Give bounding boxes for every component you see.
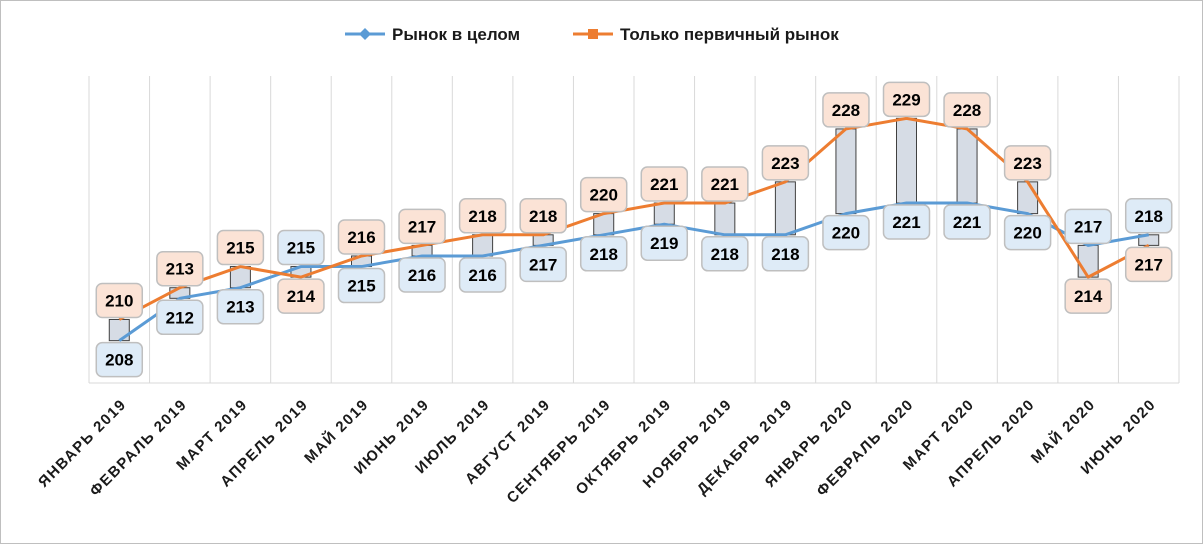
legend-label-1: Рынок в целом <box>392 25 520 44</box>
series-line-2 <box>118 116 1150 321</box>
data-label-series-2: 214 <box>287 287 316 306</box>
data-label-box-series-1 <box>519 246 567 283</box>
data-label-series-1: 215 <box>347 277 375 296</box>
updown-bar <box>835 128 857 215</box>
data-label-box-series-2 <box>519 198 567 234</box>
legend-marker-square <box>588 29 598 39</box>
data-label-box-series-2 <box>1064 278 1112 314</box>
data-label-box-series-1 <box>458 257 507 293</box>
data-label-series-2: 218 <box>529 207 557 226</box>
data-label-box-series-2 <box>761 145 810 181</box>
data-label-series-1: 219 <box>650 234 678 253</box>
data-label-series-1: 215 <box>287 239 315 258</box>
data-label-box-series-2 <box>1124 246 1173 283</box>
data-labels: 208 210 212 213 213 215 215 214 215 216 216 217 216 2… <box>95 81 1173 378</box>
data-label-series-2: 216 <box>347 228 375 247</box>
data-label-series-1: 218 <box>590 245 618 264</box>
data-label-box-series-1 <box>95 341 144 378</box>
data-label-series-1: 221 <box>892 213 920 232</box>
data-label-series-2: 229 <box>892 90 920 109</box>
data-label-box-series-1 <box>822 214 870 251</box>
updown-bars <box>108 117 1160 342</box>
data-label-box-series-2 <box>579 176 628 213</box>
data-label-series-1: 220 <box>832 224 860 243</box>
data-label-box-series-1 <box>216 288 265 325</box>
data-label-series-2: 210 <box>105 291 133 310</box>
data-label-box-series-2 <box>882 81 931 118</box>
data-label-series-1: 218 <box>711 245 739 264</box>
data-label-series-2: 228 <box>953 101 981 120</box>
updown-bar <box>714 202 736 236</box>
x-tick-label: СЕНТЯБРЬ 2019 <box>504 396 615 507</box>
updown-bar <box>896 117 917 204</box>
data-label-box-series-1 <box>337 267 386 304</box>
data-label-box-series-1 <box>156 299 204 336</box>
data-label-box-series-1 <box>277 229 325 266</box>
data-label-series-2: 217 <box>408 217 436 236</box>
updown-bar <box>653 202 675 225</box>
data-label-series-2: 218 <box>468 207 496 226</box>
legend-label-2: Только первичный рынок <box>620 25 839 44</box>
data-label-series-1: 218 <box>771 245 799 264</box>
data-label-series-1: 216 <box>468 266 496 285</box>
updown-bar <box>472 234 494 257</box>
data-label-series-1: 212 <box>166 308 194 327</box>
data-label-box-series-1 <box>579 236 628 272</box>
data-label-series-2: 221 <box>711 175 739 194</box>
data-label-box-series-1 <box>761 236 810 272</box>
data-label-series-2: 220 <box>590 186 618 205</box>
data-label-box-series-1 <box>1124 198 1173 234</box>
data-label-box-series-2 <box>337 219 386 255</box>
updown-bar <box>1017 181 1039 215</box>
data-label-box-series-2 <box>701 166 749 202</box>
updown-bar <box>774 181 796 236</box>
data-label-box-series-2 <box>1003 145 1052 181</box>
data-label-box-series-2 <box>458 198 507 234</box>
data-label-series-2: 217 <box>1135 255 1163 274</box>
data-label-series-1: 217 <box>529 255 557 274</box>
data-label-box-series-1 <box>1064 208 1112 245</box>
data-label-box-series-2 <box>640 166 689 202</box>
data-label-box-series-1 <box>943 204 991 240</box>
legend-marker-diamond <box>359 28 371 40</box>
data-label-box-series-2 <box>277 278 325 314</box>
legend: Рынок в целом Только первичный рынок <box>345 25 839 44</box>
data-label-series-2: 223 <box>771 154 799 173</box>
data-label-box-series-1 <box>701 236 749 272</box>
data-label-box-series-2 <box>216 229 265 266</box>
data-label-box-series-1 <box>640 225 689 261</box>
data-label-series-1: 216 <box>408 266 436 285</box>
data-label-box-series-1 <box>882 204 931 240</box>
data-label-series-1: 208 <box>105 351 133 370</box>
data-label-series-1: 213 <box>226 298 254 317</box>
data-label-box-series-2 <box>95 282 144 319</box>
data-label-series-2: 215 <box>226 239 254 258</box>
data-label-box-series-1 <box>398 257 446 293</box>
data-label-series-2: 223 <box>1013 154 1041 173</box>
data-label-series-1: 220 <box>1013 224 1041 243</box>
data-label-series-1: 218 <box>1135 207 1163 226</box>
data-label-series-2: 221 <box>650 175 678 194</box>
data-label-box-series-2 <box>943 92 991 128</box>
data-label-series-1: 221 <box>953 213 981 232</box>
data-label-box-series-2 <box>156 250 204 287</box>
data-label-series-2: 228 <box>832 101 860 120</box>
data-label-series-2: 214 <box>1074 287 1103 306</box>
data-label-series-2: 213 <box>166 260 194 279</box>
data-label-series-1: 217 <box>1074 217 1102 236</box>
data-label-box-series-2 <box>822 92 870 128</box>
data-label-box-series-1 <box>1003 214 1052 251</box>
data-label-box-series-2 <box>398 208 446 245</box>
updown-bar <box>956 128 978 204</box>
